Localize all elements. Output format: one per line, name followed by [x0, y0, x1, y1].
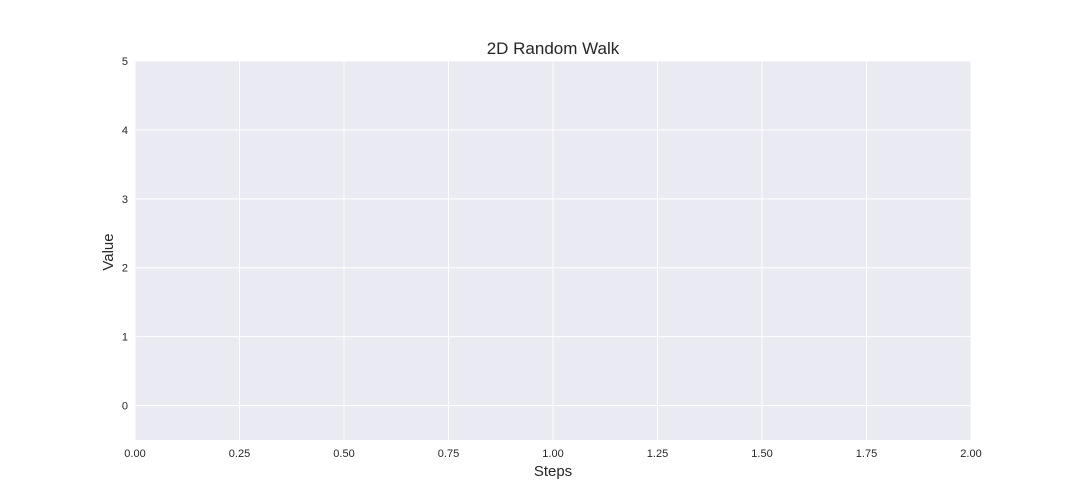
- chart-title: 2D Random Walk: [487, 39, 620, 58]
- x-tick-label: 0.50: [333, 448, 354, 460]
- y-tick-label: 0: [122, 401, 128, 413]
- x-tick-label: 1.75: [856, 448, 877, 460]
- y-axis-ticks: 0 1 2 3 4 5: [122, 56, 128, 413]
- x-tick-label: 0.25: [229, 448, 250, 460]
- x-tick-label: 1.25: [647, 448, 668, 460]
- x-tick-label: 2.00: [960, 448, 981, 460]
- y-axis-label: Value: [100, 233, 117, 270]
- y-tick-label: 2: [122, 263, 128, 275]
- y-tick-label: 3: [122, 194, 128, 206]
- x-tick-label: 1.00: [542, 448, 563, 460]
- y-tick-label: 4: [122, 125, 128, 137]
- y-tick-label: 5: [122, 56, 128, 68]
- x-axis-ticks: 0.00 0.25 0.50 0.75 1.00 1.25 1.50 1.75 2.00: [124, 448, 981, 460]
- x-tick-label: 1.50: [751, 448, 772, 460]
- x-tick-label: 0.75: [438, 448, 459, 460]
- x-axis-label: Steps: [534, 463, 572, 480]
- y-tick-label: 1: [122, 332, 128, 344]
- grid-lines: [134, 60, 972, 440]
- x-tick-label: 0.00: [124, 448, 145, 460]
